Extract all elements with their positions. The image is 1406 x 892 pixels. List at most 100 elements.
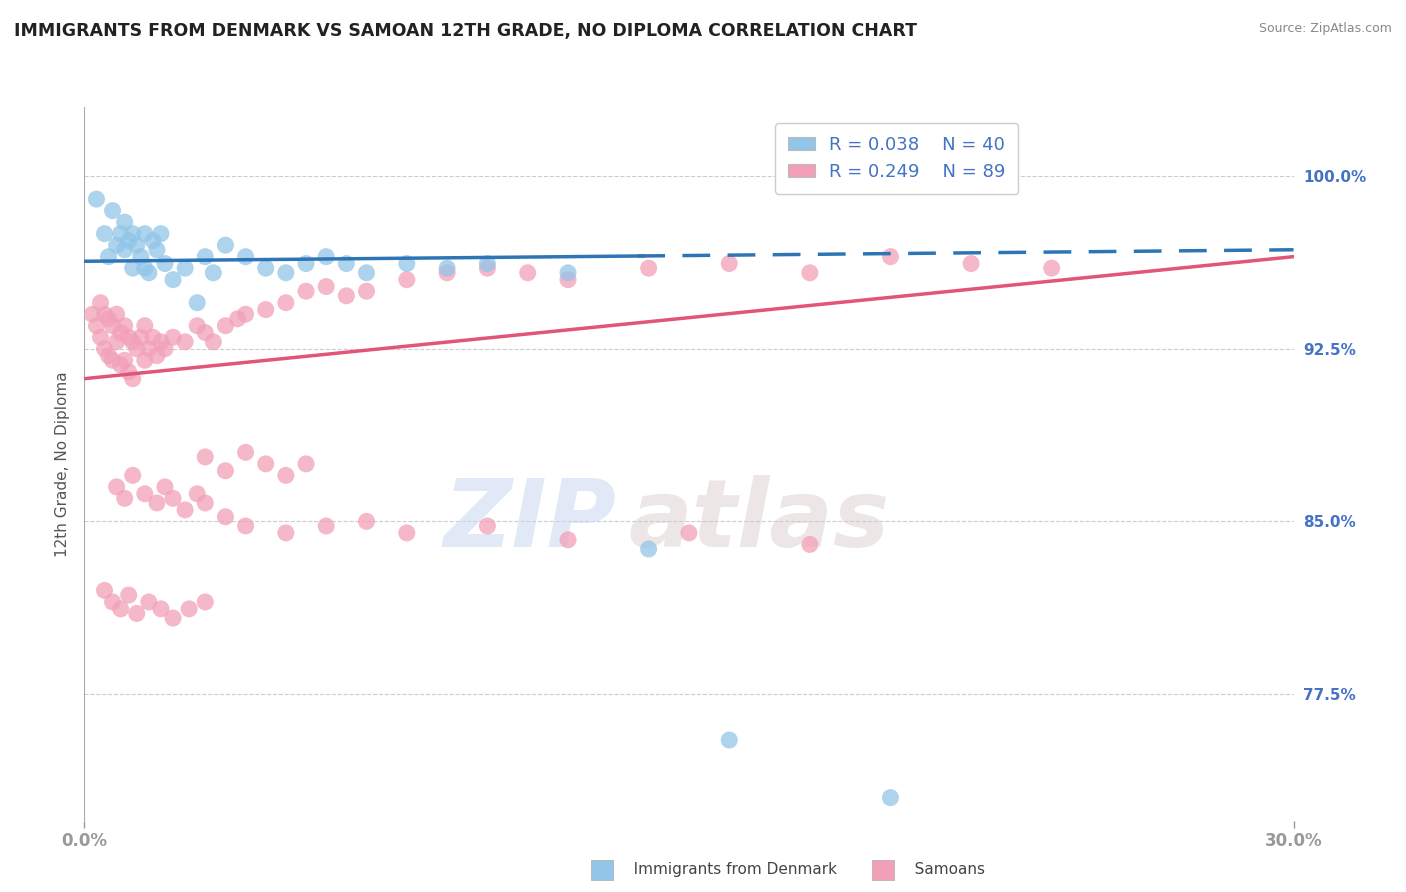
Point [114,318,136,333]
Point [879,250,901,264]
Point [153,342,176,356]
Point [89,330,111,344]
Point [356,515,378,529]
Point [149,334,172,349]
Point [82,307,104,321]
Point [174,334,197,349]
Point [356,284,378,298]
Point [799,266,821,280]
Point [214,509,236,524]
Point [1040,261,1063,276]
Point [477,519,499,533]
Text: Immigrants from Denmark: Immigrants from Denmark [619,863,837,877]
Point [118,234,141,248]
Point [186,295,208,310]
Legend: R = 0.038    N = 40, R = 0.249    N = 89: R = 0.038 N = 40, R = 0.249 N = 89 [775,123,1018,194]
Text: Source: ZipAtlas.com: Source: ZipAtlas.com [1258,22,1392,36]
Point [174,261,197,276]
Point [477,261,499,276]
Point [125,342,148,356]
Point [121,372,143,386]
Point [110,227,132,241]
Point [105,307,128,321]
Text: ZIP: ZIP [443,475,616,567]
Point [395,273,418,287]
Point [149,227,172,241]
Point [134,487,156,501]
Point [110,602,132,616]
Point [129,250,152,264]
Point [162,491,184,506]
Point [678,525,700,540]
Point [134,353,156,368]
Point [153,480,176,494]
Point [146,349,169,363]
Point [97,311,120,326]
Point [134,261,156,276]
Point [254,302,277,317]
Point [254,457,277,471]
Point [179,602,201,616]
Text: atlas: atlas [628,475,890,567]
Point [138,342,160,356]
Point [146,243,169,257]
Point [186,487,208,501]
Point [295,284,318,298]
Point [194,595,217,609]
Point [315,250,337,264]
Point [214,238,236,252]
Point [436,261,458,276]
Point [174,503,197,517]
Point [274,525,297,540]
Point [86,192,108,206]
Point [125,238,148,252]
Point [295,457,318,471]
Point [557,266,579,280]
Point [356,266,378,280]
Point [101,353,124,368]
Point [101,595,124,609]
Point [960,256,983,270]
Point [718,256,741,270]
Point [97,349,120,363]
Point [86,318,108,333]
Point [153,256,176,270]
Point [274,266,297,280]
Point [110,358,132,372]
Point [142,234,165,248]
Point [93,342,115,356]
Point [637,261,659,276]
Point [114,243,136,257]
Point [395,256,418,270]
Point [879,790,901,805]
Point [142,330,165,344]
Text: Samoans: Samoans [900,863,984,877]
Point [186,318,208,333]
Point [557,533,579,547]
Point [202,334,225,349]
Point [105,238,128,252]
Point [110,326,132,340]
Point [134,318,156,333]
Point [114,353,136,368]
Point [395,525,418,540]
Point [121,227,143,241]
Point [274,468,297,483]
Point [101,203,124,218]
Point [214,318,236,333]
Point [105,480,128,494]
Point [162,273,184,287]
Point [315,279,337,293]
Point [226,311,249,326]
Point [235,307,257,321]
Point [146,496,169,510]
Point [121,468,143,483]
Point [93,307,115,321]
Point [637,541,659,556]
Point [235,519,257,533]
Point [162,611,184,625]
Point [125,607,148,621]
Point [118,330,141,344]
Point [134,227,156,241]
Point [436,266,458,280]
